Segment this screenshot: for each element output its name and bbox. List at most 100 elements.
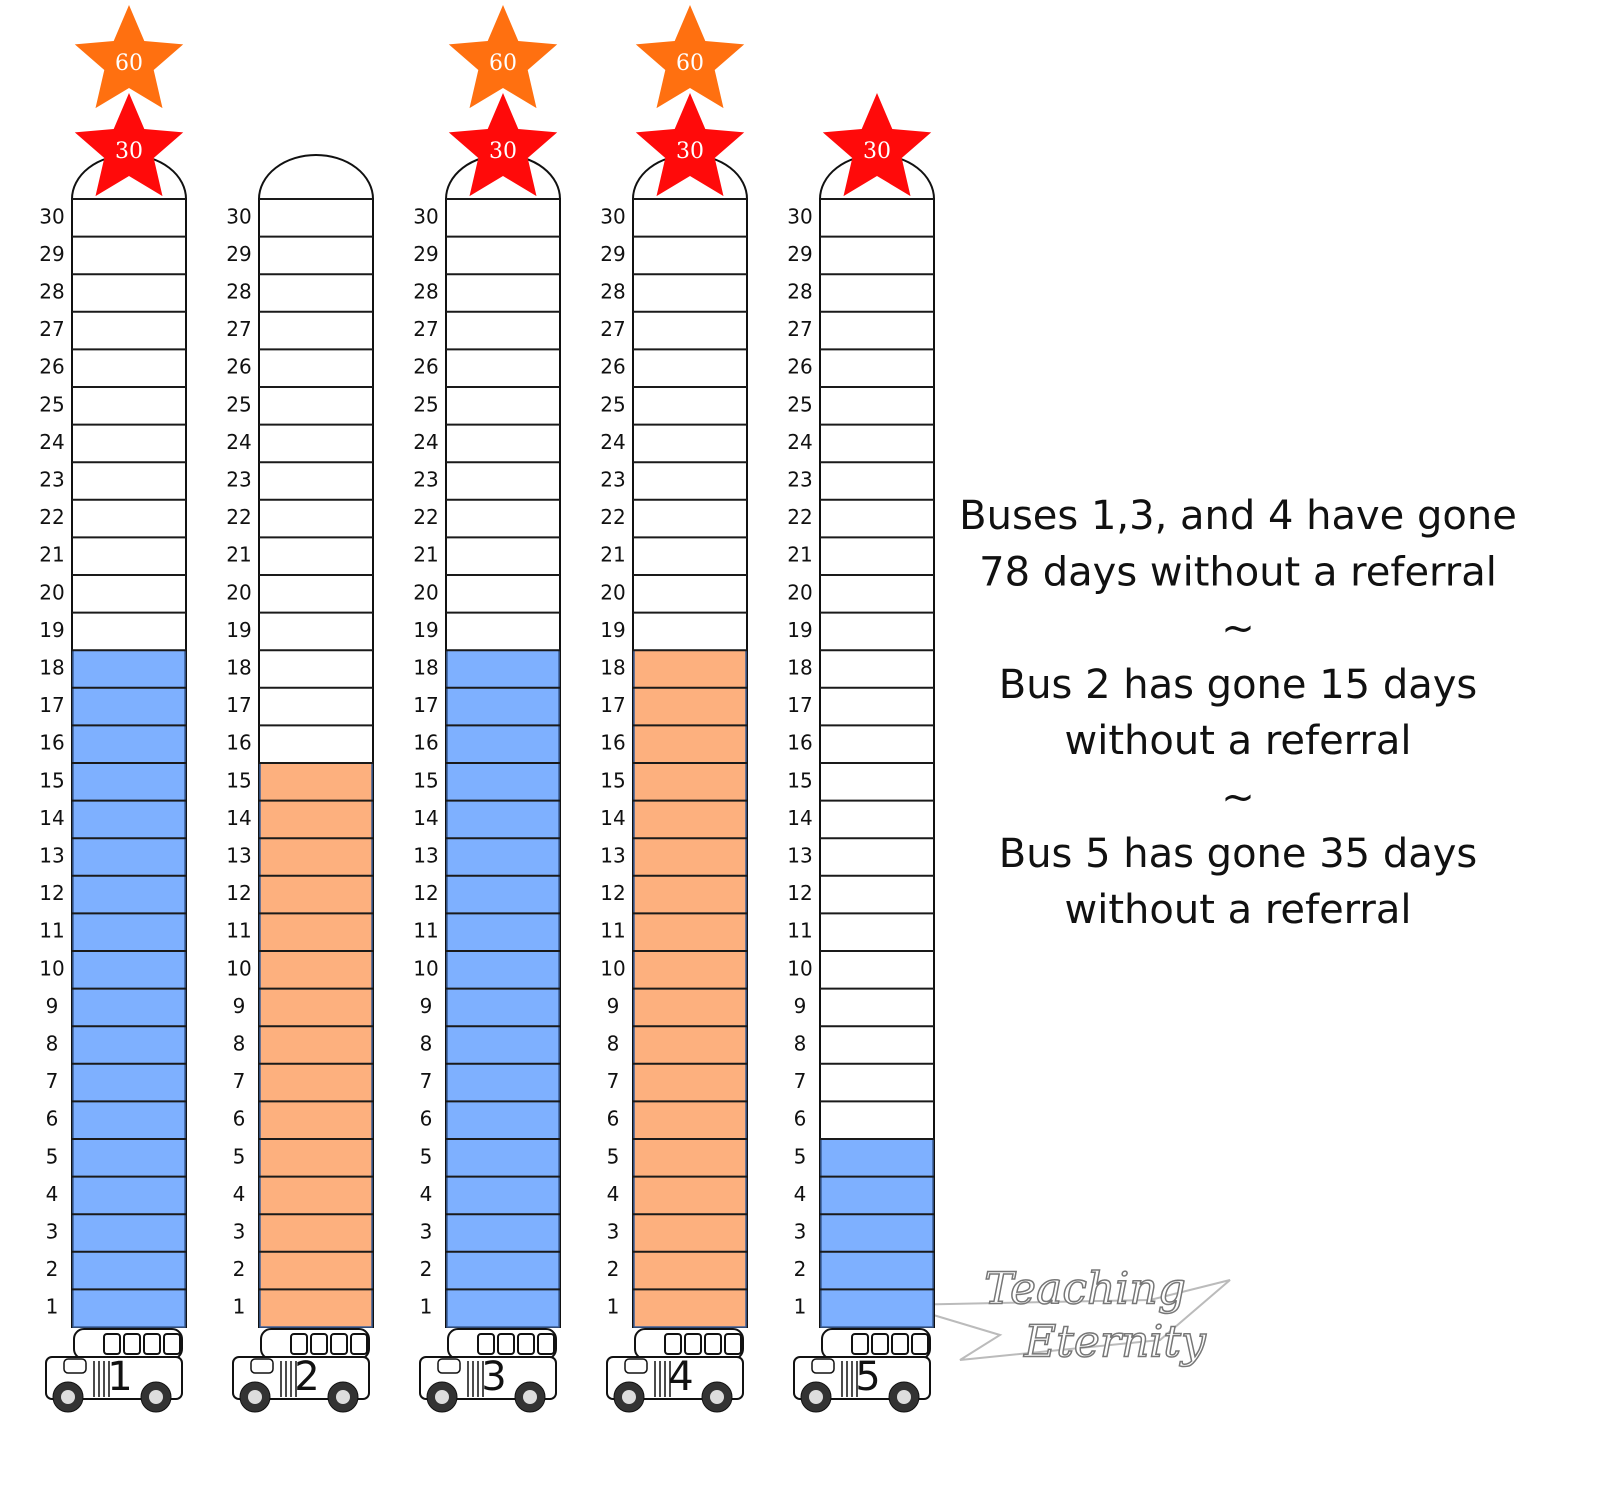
milestone-star (635, 5, 745, 109)
y-tick-label: 22 (413, 505, 438, 529)
y-tick-label: 29 (600, 242, 625, 266)
y-tick-label: 11 (39, 919, 64, 943)
y-tick-label: 22 (600, 505, 625, 529)
bus-window (123, 1333, 141, 1355)
bus-window (330, 1333, 348, 1355)
milestone-star (635, 93, 745, 197)
y-tick-label: 19 (39, 618, 64, 642)
y-tick-label: 17 (226, 693, 251, 717)
y-tick-label: 26 (39, 355, 64, 379)
milestone-label: 30 (863, 139, 891, 164)
y-tick-label: 14 (787, 806, 812, 830)
y-tick-label: 22 (226, 505, 251, 529)
milestone-label: 60 (489, 51, 517, 76)
y-tick-label: 22 (787, 505, 812, 529)
bus-hub (523, 1390, 537, 1404)
milestone-label: 30 (489, 139, 517, 164)
y-tick-label: 13 (600, 844, 625, 868)
y-tick-label: 12 (600, 881, 625, 905)
y-tick-label: 2 (420, 1257, 433, 1281)
y-tick-label: 13 (413, 844, 438, 868)
bar (820, 1138, 934, 1328)
y-tick-label: 1 (794, 1295, 807, 1319)
y-tick-label: 3 (607, 1220, 620, 1244)
bus-hub (336, 1390, 350, 1404)
y-tick-label: 4 (420, 1182, 433, 1206)
y-tick-label: 16 (226, 731, 251, 755)
y-tick-label: 24 (787, 430, 812, 454)
bus-stop-sign (811, 1358, 835, 1374)
y-tick-label: 20 (413, 580, 438, 604)
bus-window (537, 1333, 555, 1355)
bus: 1 (45, 1328, 183, 1413)
bus-window (103, 1333, 121, 1355)
y-tick-label: 15 (226, 768, 251, 792)
y-tick-label: 8 (420, 1032, 433, 1056)
y-tick-label: 12 (787, 881, 812, 905)
y-tick-label: 30 (39, 204, 64, 228)
annotation: 78 days without a referral (979, 549, 1497, 595)
y-tick-label: 18 (787, 656, 812, 680)
annotation: Bus 2 has gone 15 days (999, 662, 1478, 708)
y-tick-label: 26 (787, 355, 812, 379)
y-tick-label: 9 (607, 994, 620, 1018)
y-tick-label: 6 (46, 1107, 59, 1131)
y-tick-label: 8 (46, 1032, 59, 1056)
y-tick-label: 1 (46, 1295, 59, 1319)
y-tick-label: 13 (787, 844, 812, 868)
y-tick-label: 1 (233, 1295, 246, 1319)
bus-hub (149, 1390, 163, 1404)
watermark: Teaching (984, 1264, 1186, 1315)
bus-window (724, 1333, 742, 1355)
bus-stop-sign (250, 1358, 274, 1374)
bus-hub (897, 1390, 911, 1404)
y-tick-label: 16 (39, 731, 64, 755)
y-tick-label: 16 (600, 731, 625, 755)
annotation: without a referral (1065, 718, 1412, 764)
y-tick-label: 7 (794, 1069, 807, 1093)
y-tick-label: 25 (413, 392, 438, 416)
y-tick-label: 8 (794, 1032, 807, 1056)
y-tick-label: 15 (413, 768, 438, 792)
y-tick-label: 6 (794, 1107, 807, 1131)
y-tick-label: 17 (600, 693, 625, 717)
y-tick-label: 5 (233, 1144, 246, 1168)
bus: 5 (793, 1328, 931, 1413)
bus-stop-sign (437, 1358, 461, 1374)
y-tick-label: 8 (607, 1032, 620, 1056)
y-tick-label: 27 (600, 317, 625, 341)
bus-hub (710, 1390, 724, 1404)
y-tick-label: 30 (413, 204, 438, 228)
y-tick-label: 23 (413, 468, 438, 492)
bus-window (851, 1333, 869, 1355)
bus-window (911, 1333, 929, 1355)
milestone-star (74, 93, 184, 197)
y-tick-label: 20 (39, 580, 64, 604)
y-tick-label: 4 (46, 1182, 59, 1206)
y-tick-label: 15 (39, 768, 64, 792)
y-tick-label: 4 (233, 1182, 246, 1206)
y-tick-label: 25 (600, 392, 625, 416)
y-tick-label: 6 (233, 1107, 246, 1131)
milestone-star (822, 93, 932, 197)
bus-window (891, 1333, 909, 1355)
y-tick-label: 19 (226, 618, 251, 642)
y-tick-label: 14 (39, 806, 64, 830)
y-tick-label: 26 (413, 355, 438, 379)
y-tick-label: 11 (600, 919, 625, 943)
milestone-star (448, 5, 558, 109)
y-tick-label: 18 (39, 656, 64, 680)
y-tick-label: 27 (226, 317, 251, 341)
y-tick-label: 7 (46, 1069, 59, 1093)
y-tick-label: 25 (226, 392, 251, 416)
bus-window (497, 1333, 515, 1355)
y-tick-label: 5 (607, 1144, 620, 1168)
bus-number: 4 (668, 1354, 693, 1400)
y-tick-label: 24 (39, 430, 64, 454)
y-tick-label: 16 (413, 731, 438, 755)
y-tick-label: 29 (787, 242, 812, 266)
bus-stop-sign (624, 1358, 648, 1374)
milestone-label: 60 (676, 51, 704, 76)
bar (259, 762, 373, 1328)
bus: 3 (419, 1328, 557, 1413)
